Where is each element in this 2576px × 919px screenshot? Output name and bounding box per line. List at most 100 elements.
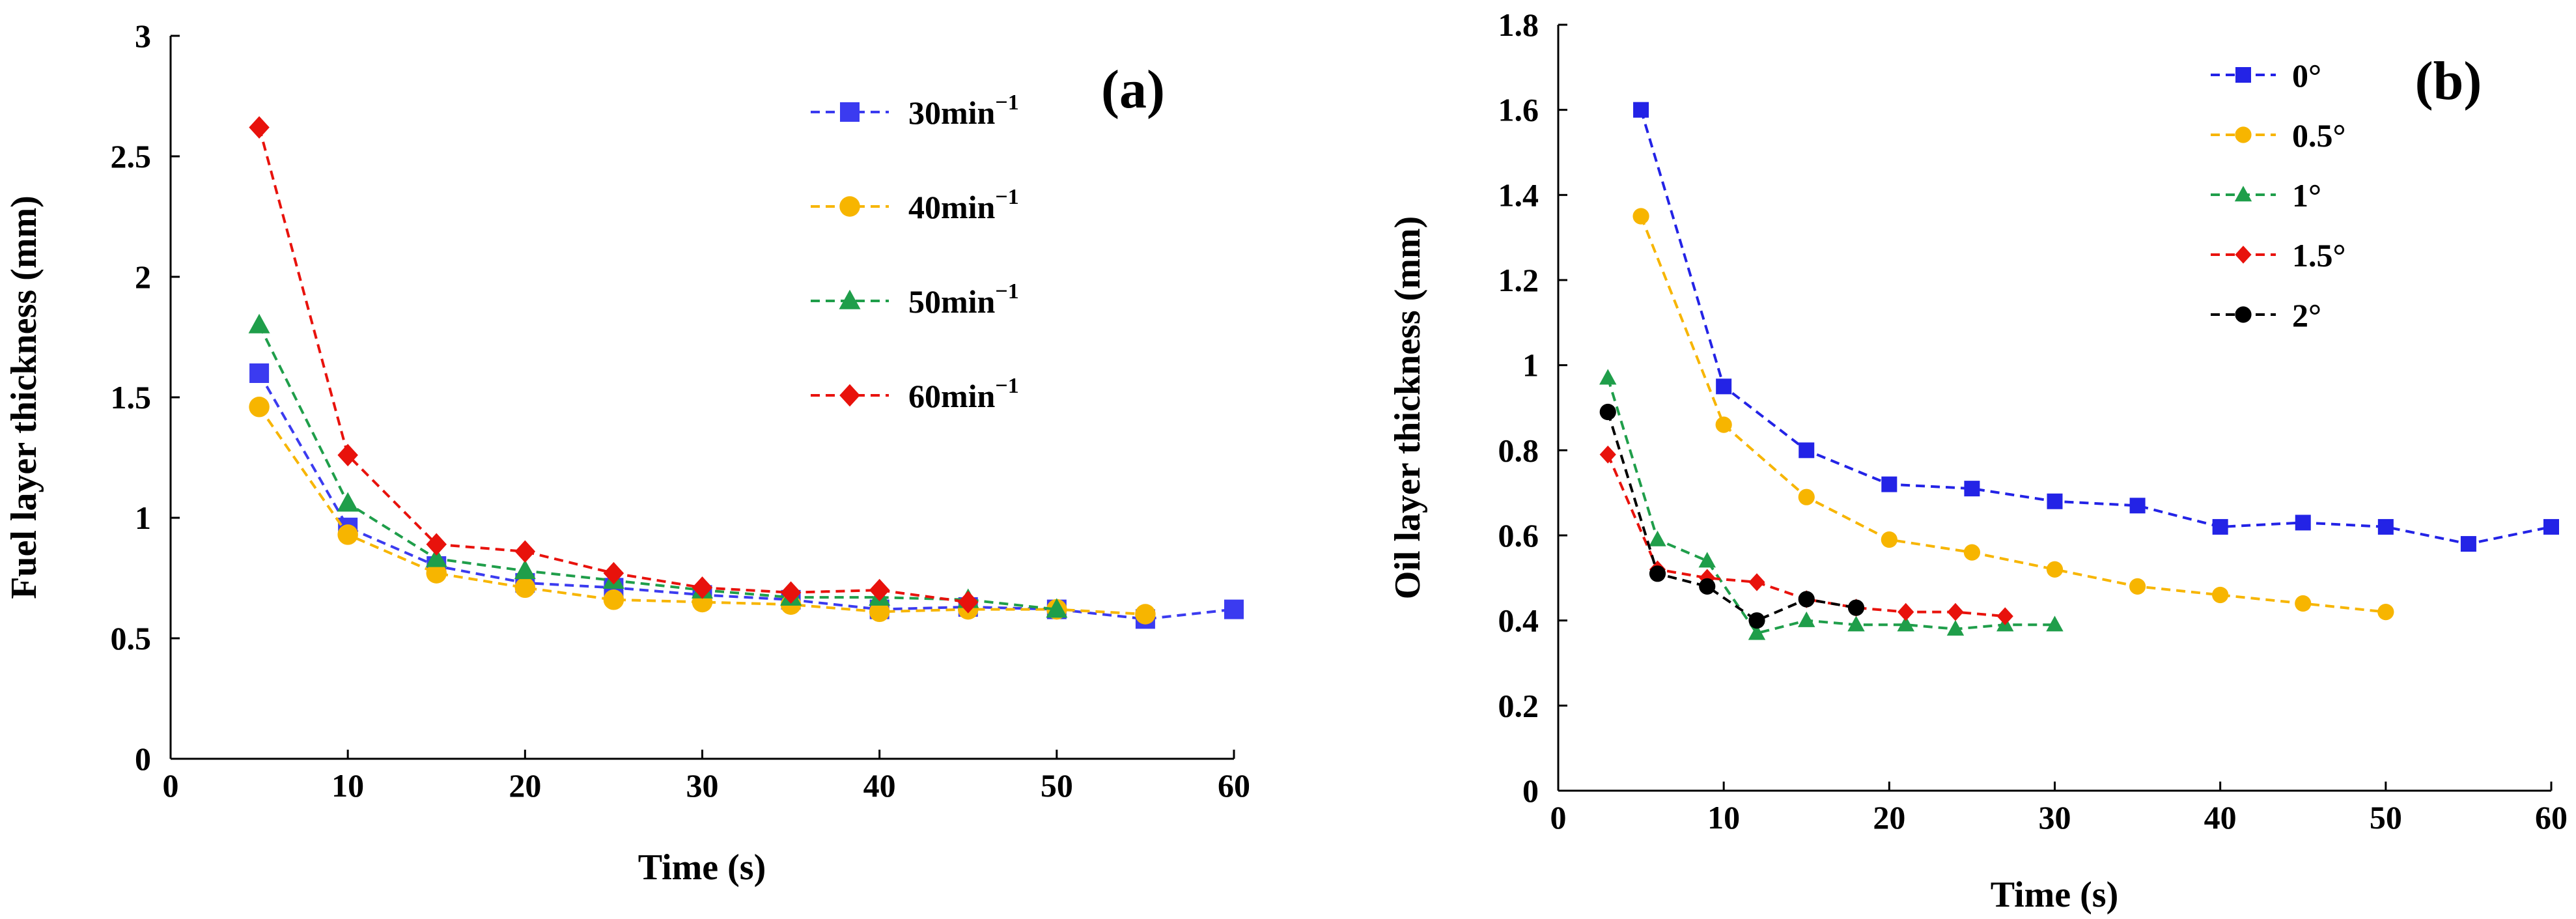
panel-a-data-point: [869, 601, 890, 623]
panel-b-y-tick-label: 0.6: [1498, 517, 1539, 554]
panel-b-data-point: [1996, 607, 2013, 625]
panel-a-x-tick-label: 60: [1218, 767, 1250, 804]
panel-b-y-axis-title: Oil layer thickness (mm): [1388, 216, 1428, 599]
panel-a-series-line-2: [258, 406, 1146, 615]
panel-a-y-tick-label: 3: [135, 18, 151, 54]
panel-b-x-tick-label: 20: [1873, 799, 1905, 836]
panel-b-y-tick-label: 1: [1522, 347, 1539, 384]
panel-b-data-point: [2046, 615, 2064, 632]
panel-a-data-point: [603, 561, 624, 585]
panel-a-y-tick-label: 1.5: [111, 379, 152, 416]
panel-b-x-tick-label: 30: [2039, 799, 2071, 836]
panel-b-data-point: [1799, 442, 1815, 459]
panel-b-data-point: [1897, 615, 1914, 632]
panel-a-y-tick-label: 0.5: [111, 620, 152, 657]
panel-a-data-point: [249, 116, 270, 139]
panel-b-legend-item: 1°: [2211, 177, 2321, 214]
panel-b-data-point: [1649, 530, 1666, 546]
panel-a-data-point: [692, 576, 713, 599]
panel-b-legend-label: 2°: [2292, 297, 2321, 333]
panel-b-data-point: [1599, 445, 1616, 464]
panel-a-series-line-3: [258, 324, 1057, 611]
panel-b-x-tick-label: 50: [2370, 799, 2402, 836]
panel-b-data-point: [1748, 612, 1765, 629]
panel-a-legend-label: 40min−1: [908, 185, 1019, 225]
panel-a-legend-marker: [840, 102, 860, 122]
panel-a-legend-item: 60min−1: [811, 374, 1019, 414]
panel-a-x-axis-title: Time (s): [638, 847, 766, 888]
panel-b-data-point: [1946, 619, 1965, 636]
panel-b-data-point: [1798, 611, 1815, 627]
panel-a-data-point: [1224, 599, 1244, 619]
panel-b-y-tick-label: 0.2: [1498, 687, 1539, 724]
panel-a-series-line-4: [258, 127, 969, 604]
panel-b-data-point: [1599, 403, 1616, 421]
panel-b-data-point: [2295, 515, 2311, 531]
panel-a-data-point: [248, 313, 270, 333]
panel-a-data-point: [514, 577, 536, 599]
panel-b-y-tick-label: 0: [1522, 772, 1539, 809]
panel-b-legend-marker: [2234, 186, 2252, 202]
panel-b-chart: 0 10 20 30 40 50 6000.20.40.60.811.21.41.61.8 …: [1388, 7, 2568, 915]
panel-b-legend-label: 0.5°: [2292, 117, 2346, 154]
panel-b-x-tick-label: 40: [2204, 799, 2237, 836]
panel-a-series: [248, 116, 1244, 629]
panel-b-legend-item: 1.5°: [2211, 237, 2346, 274]
panel-a-series-line-1: [258, 373, 1235, 621]
panel-b-legend-label: 1.5°: [2292, 237, 2346, 274]
panel-a-data-point: [426, 563, 447, 584]
panel-b-series: [1599, 102, 2559, 640]
panel-b-label: (b): [2415, 51, 2482, 111]
panel-b-y-tick-label: 1.8: [1498, 7, 1539, 43]
panel-a-y-tick-label: 0: [135, 741, 151, 777]
panel-a-y-tick-label: 2.5: [111, 138, 152, 175]
panel-a-data-point: [337, 492, 359, 512]
panel-a-y-axis-title: Fuel layer thickness (mm): [4, 195, 44, 599]
panel-b-series-line-1: [1640, 109, 2552, 546]
panel-b-data-point: [1798, 591, 1815, 608]
panel-b-data-point: [1798, 488, 1815, 505]
panel-b-legend-item: 0.5°: [2211, 117, 2346, 154]
panel-a-data-point: [337, 444, 358, 467]
panel-a-data-point: [958, 591, 979, 614]
panel-b-y-tick-label: 1.2: [1498, 262, 1539, 298]
panel-b-legend-item: 0°: [2211, 57, 2321, 94]
panel-b-x-tick-label: 0: [1550, 799, 1567, 836]
panel-a-data-point: [1046, 598, 1068, 618]
panel-b-data-point: [1897, 602, 1914, 621]
panel-b-y-tick-label: 0.4: [1498, 602, 1539, 639]
panel-b-data-point: [1599, 369, 1617, 385]
panel-b-data-point: [2047, 493, 2063, 509]
panel-b-data-point: [1716, 378, 1732, 395]
panel-b-data-point: [2046, 561, 2064, 578]
panel-b-series-line-2: [1640, 216, 2387, 614]
panel-b-x-tick-label: 10: [1707, 799, 1740, 836]
panel-b-series-line-3: [1606, 377, 2055, 635]
panel-b-data-point: [2212, 586, 2229, 604]
panel-b-data-point: [1748, 573, 1765, 591]
panel-b-data-point: [1649, 565, 1666, 582]
panel-a-legend-marker: [839, 384, 860, 407]
panel-a-legend-item: 40min−1: [811, 185, 1019, 225]
panel-b-data-point: [1633, 102, 1649, 118]
panel-b-legend-marker: [2235, 246, 2252, 264]
panel-b-data-point: [1881, 531, 1897, 548]
panel-b-axes: 0 10 20 30 40 50 60 0 0.2 0.4 0.6 0.8 1 1.2 1.4 1.6 1.8: [1498, 7, 2568, 836]
panel-b-data-point: [1947, 602, 1964, 621]
panel-b-data-point: [2460, 536, 2476, 552]
panel-a-y-tick-label: 2: [135, 259, 151, 295]
panel-a-data-point: [869, 578, 890, 602]
panel-b-data-point: [1963, 544, 1981, 561]
panel-b-legend-label: 0°: [2292, 57, 2321, 94]
panel-b-y-tick-label: 1.4: [1498, 177, 1539, 213]
panel-a-x-tick-label: 50: [1041, 767, 1073, 804]
panel-a-legend-label: 30min−1: [908, 91, 1019, 131]
panel-a-data-point: [249, 363, 270, 383]
panel-a-data-point: [514, 540, 536, 563]
panel-b-data-point: [1748, 624, 1766, 640]
panel-a-legend-label: 50min−1: [908, 279, 1019, 320]
panel-a-data-point: [249, 397, 270, 417]
panel-b-data-point: [1632, 208, 1649, 225]
panel-b-data-point: [1881, 476, 1897, 492]
panel-b-data-point: [1715, 416, 1732, 433]
